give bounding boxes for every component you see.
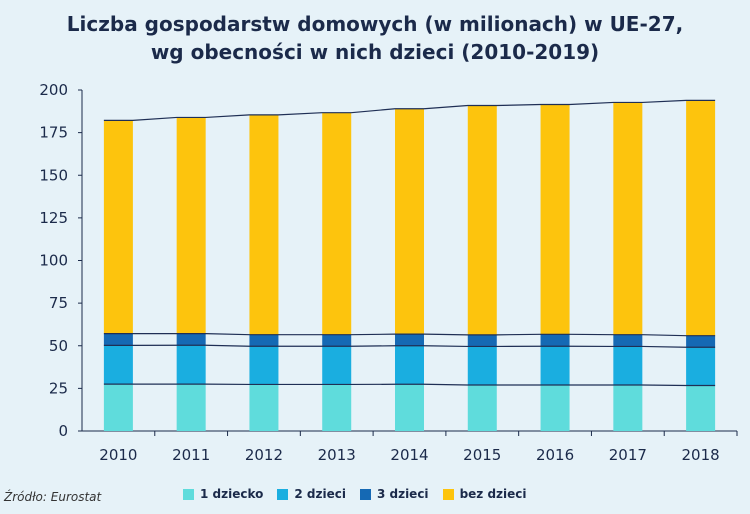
bar-segment-2: [395, 334, 424, 346]
bar-segment-1: [103, 345, 133, 385]
chart-legend: 1 dziecko 2 dzieci 3 dzieci bez dzieci: [183, 487, 527, 501]
legend-swatch: [183, 488, 194, 500]
x-tick-label: 2018: [682, 446, 720, 464]
bar-segment-3: [540, 104, 570, 335]
legend-item: 3 dzieci: [359, 487, 429, 501]
bar-segment-1: [540, 346, 570, 385]
legend-item: bez dzieci: [442, 487, 527, 501]
x-tick-label: 2013: [318, 446, 356, 464]
bar-segment-0: [103, 384, 133, 431]
bar-segment-2: [103, 333, 133, 346]
legend-swatch: [359, 488, 371, 500]
bar-segment-1: [322, 346, 352, 385]
bar-segment-0: [540, 384, 570, 431]
bar-segment-3: [103, 120, 133, 334]
bar-segment-3: [467, 105, 497, 335]
y-tick-label: 150: [39, 166, 68, 184]
bar-segment-2: [686, 335, 716, 348]
x-tick-label: 2015: [463, 446, 501, 464]
bar-segment-0: [686, 385, 716, 431]
y-tick-label: 200: [39, 81, 68, 99]
x-tick-label: 2010: [99, 446, 137, 464]
bar-segment-1: [613, 346, 643, 385]
bar-segment-2: [322, 334, 352, 347]
series-connector-line-3: [103, 99, 716, 121]
bar-segment-1: [467, 346, 497, 385]
bar-segment-1: [249, 346, 279, 385]
bar-segment-2: [540, 334, 570, 347]
bar-segment-3: [249, 114, 279, 335]
bar-segment-0: [613, 384, 643, 431]
bar-segment-2: [176, 333, 206, 346]
x-tick-label: 2011: [172, 446, 210, 464]
bar-segment-0: [467, 384, 497, 431]
legend-label: 2 dzieci: [294, 487, 346, 501]
bar-segment-3: [322, 112, 352, 335]
bar-segment-0: [176, 384, 206, 431]
x-tick-label: 2012: [245, 446, 283, 464]
bar-segment-3: [176, 117, 206, 334]
bar-segment-0: [395, 384, 424, 431]
x-tick-label: 2016: [536, 446, 574, 464]
series-connector-line-0: [103, 383, 716, 387]
legend-item: 2 dzieci: [277, 487, 346, 501]
bar-segment-3: [686, 100, 716, 336]
chart-title: Liczba gospodarstw domowych (w milionach…: [0, 10, 750, 66]
y-tick-label: 75: [49, 294, 68, 312]
bar-segment-2: [467, 334, 497, 347]
legend-label: 1 dziecko: [200, 487, 264, 501]
legend-swatch: [442, 488, 454, 500]
legend-swatch: [277, 488, 289, 500]
y-tick-label: 0: [58, 422, 68, 440]
series-connector-line-1: [103, 344, 716, 348]
bar-segment-0: [322, 384, 352, 431]
bar-segment-3: [395, 108, 424, 335]
bar-segment-2: [613, 334, 643, 347]
bar-segment-1: [686, 347, 716, 386]
y-tick-label: 25: [49, 379, 68, 397]
legend-item: 1 dziecko: [183, 487, 263, 501]
bar-segment-3: [613, 102, 643, 335]
x-tick-label: 2017: [609, 446, 647, 464]
chart-title-line2: wg obecności w nich dzieci (2010-2019): [150, 40, 600, 64]
source-note: Źródło: Eurostat: [4, 490, 102, 504]
chart-title-line1: Liczba gospodarstw domowych (w milionach…: [66, 12, 684, 36]
y-tick-label: 100: [39, 252, 68, 270]
bar-segment-0: [249, 384, 279, 431]
y-tick-label: 50: [49, 337, 68, 355]
legend-label: 3 dzieci: [376, 487, 429, 501]
legend-label: bez dzieci: [459, 487, 527, 501]
y-tick-label: 125: [39, 209, 68, 227]
y-tick-label: 175: [39, 124, 68, 142]
bar-segment-1: [395, 345, 424, 385]
series-connector-line-2: [103, 333, 716, 337]
bar-segment-2: [249, 334, 279, 347]
x-tick-label: 2014: [390, 446, 428, 464]
bar-segment-1: [176, 345, 206, 385]
